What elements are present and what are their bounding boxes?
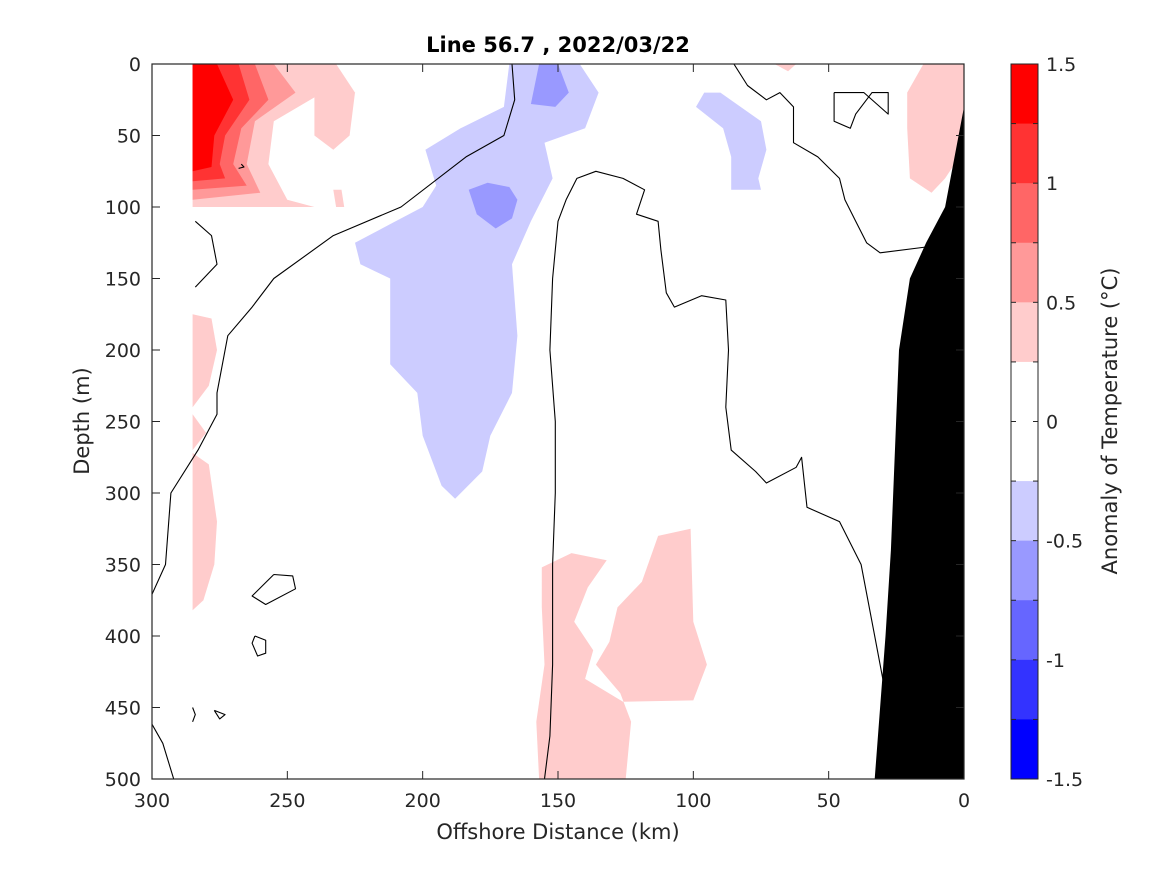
anomaly-region — [696, 92, 767, 190]
colorbar-tick-label: 1.5 — [1046, 54, 1076, 76]
x-tick-label: 0 — [958, 790, 970, 812]
colorbar-segment — [1011, 302, 1038, 363]
anomaly-region — [774, 64, 797, 72]
zero-contour-line — [213, 709, 226, 720]
anomaly-region — [192, 414, 207, 451]
anomaly-region — [333, 189, 345, 207]
y-tick-label: 350 — [105, 555, 141, 577]
x-tick-label: 250 — [269, 790, 305, 812]
anomaly-region — [530, 64, 569, 107]
colorbar-segment — [1011, 540, 1038, 601]
colorbar-segment — [1011, 659, 1038, 720]
zero-contour-line — [833, 92, 889, 129]
colorbar-segment — [1011, 64, 1038, 125]
zero-contour-line — [238, 163, 245, 169]
colorbar-segment — [1011, 242, 1038, 303]
y-tick-label: 0 — [129, 54, 141, 76]
zero-contour-line — [194, 220, 218, 288]
anomaly-region — [536, 528, 707, 779]
land-mask-shape — [874, 106, 964, 779]
x-tick-label: 300 — [134, 790, 170, 812]
colorbar-tick-label: -0.5 — [1046, 531, 1083, 553]
colorbar: 1.5 1 0.5 0 -0.5 -1 -1.5 — [1010, 54, 1083, 791]
y-tick-label: 100 — [105, 197, 141, 219]
anomaly-region — [907, 64, 964, 193]
y-tick-label: 150 — [105, 269, 141, 291]
anomaly-region — [468, 182, 518, 229]
colorbar-segment — [1011, 481, 1038, 542]
colorbar-label: Anomaly of Temperature (°C) — [1098, 268, 1122, 575]
x-tick-label: 100 — [675, 790, 711, 812]
colorbar-tick-label: -1 — [1046, 650, 1065, 672]
zero-contour-line — [543, 170, 895, 779]
x-axis-ticks: 300 250 200 150 100 50 0 — [134, 64, 970, 812]
land-mask — [874, 106, 964, 779]
y-tick-label: 450 — [105, 698, 141, 720]
zero-contour-line — [733, 64, 927, 254]
colorbar-segment — [1011, 361, 1038, 422]
colorbar-segment — [1011, 600, 1038, 661]
anomaly-region — [192, 314, 217, 408]
colorbar-segment — [1011, 421, 1038, 482]
zero-contour-line — [152, 64, 516, 779]
y-axis-ticks: 0 50 100 150 200 250 300 350 400 450 500 — [105, 54, 964, 791]
zero-contour-line — [251, 635, 267, 657]
x-axis-label: Offshore Distance (km) — [436, 820, 679, 844]
chart-title: Line 56.7 , 2022/03/22 — [426, 33, 690, 57]
y-axis-label: Depth (m) — [70, 367, 94, 474]
y-tick-label: 200 — [105, 340, 141, 362]
x-tick-label: 50 — [817, 790, 841, 812]
anomaly-region — [355, 64, 599, 499]
zero-contour-lines — [152, 64, 938, 779]
colorbar-segment — [1011, 183, 1038, 244]
zero-contour-line — [192, 707, 196, 722]
anomaly-region — [314, 64, 355, 150]
y-tick-label: 50 — [117, 126, 141, 148]
colorbar-segment — [1011, 719, 1038, 780]
colorbar-tick-label: 0 — [1046, 412, 1058, 434]
zero-contour-line — [251, 573, 297, 606]
x-tick-label: 150 — [540, 790, 576, 812]
colorbar-tick-label: 1 — [1046, 173, 1058, 195]
y-tick-label: 400 — [105, 626, 141, 648]
y-tick-label: 300 — [105, 483, 141, 505]
anomaly-region — [192, 64, 234, 172]
colorbar-tick-label: 0.5 — [1046, 292, 1076, 314]
y-tick-label: 250 — [105, 412, 141, 434]
anomaly-region — [192, 453, 217, 611]
contour-plot-area — [152, 64, 964, 779]
y-tick-label: 500 — [105, 769, 141, 791]
contour-fills — [192, 64, 964, 779]
colorbar-tick-label: -1.5 — [1046, 769, 1083, 791]
x-tick-label: 200 — [405, 790, 441, 812]
colorbar-segment — [1011, 123, 1038, 184]
